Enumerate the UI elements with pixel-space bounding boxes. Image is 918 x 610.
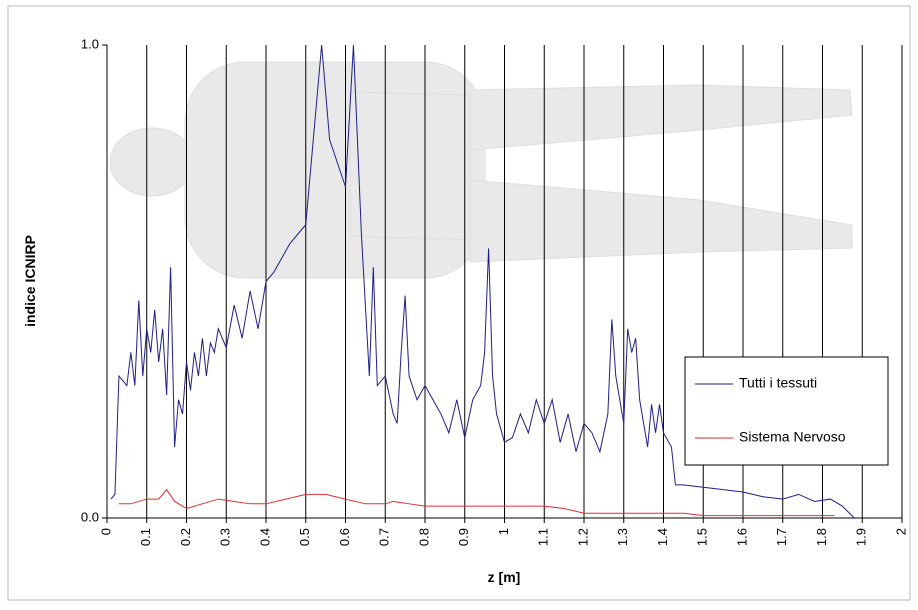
x-tick-label: 0.9	[456, 528, 471, 546]
legend-label: Sistema Nervoso	[739, 429, 846, 445]
x-tick-label: 0.6	[337, 528, 352, 546]
x-tick-label: 1.4	[655, 528, 670, 546]
y-tick-label: 0.0	[81, 509, 99, 524]
silhouette-leg	[469, 179, 853, 263]
x-tick-label: 1.5	[695, 528, 710, 546]
x-tick-label: 2	[893, 528, 908, 535]
silhouette-hips	[349, 91, 471, 241]
x-tick-label: 1.6	[734, 528, 749, 546]
x-tick-label: 1.3	[615, 528, 630, 546]
legend-label: Tutti i tessuti	[739, 375, 817, 391]
x-tick-label: 0.8	[416, 528, 431, 546]
legend-box	[684, 356, 889, 466]
x-tick-label: 0.3	[218, 528, 233, 546]
x-tick-label: 0.4	[257, 528, 272, 546]
y-axis-label: indice ICNIRP	[22, 235, 38, 327]
x-tick-label: 0	[98, 528, 113, 535]
x-tick-label: 1.2	[575, 528, 590, 546]
x-tick-label: 1.7	[774, 528, 789, 546]
series-line	[110, 44, 855, 519]
x-tick-label: 0.7	[377, 528, 392, 546]
body-silhouette	[109, 61, 853, 279]
x-tick-label: 1.1	[536, 528, 551, 546]
x-tick-label: 1	[496, 528, 511, 535]
silhouette-head	[109, 127, 195, 197]
x-tick-label: 0.1	[138, 528, 153, 546]
series-line	[118, 488, 835, 517]
x-axis-label: z [m]	[488, 569, 521, 585]
x-tick-label: 1.8	[814, 528, 829, 546]
x-tick-label: 0.5	[297, 528, 312, 546]
y-tick-label: 1.0	[81, 36, 99, 51]
x-tick-label: 0.2	[178, 528, 193, 546]
x-tick-label: 1.9	[854, 528, 869, 546]
